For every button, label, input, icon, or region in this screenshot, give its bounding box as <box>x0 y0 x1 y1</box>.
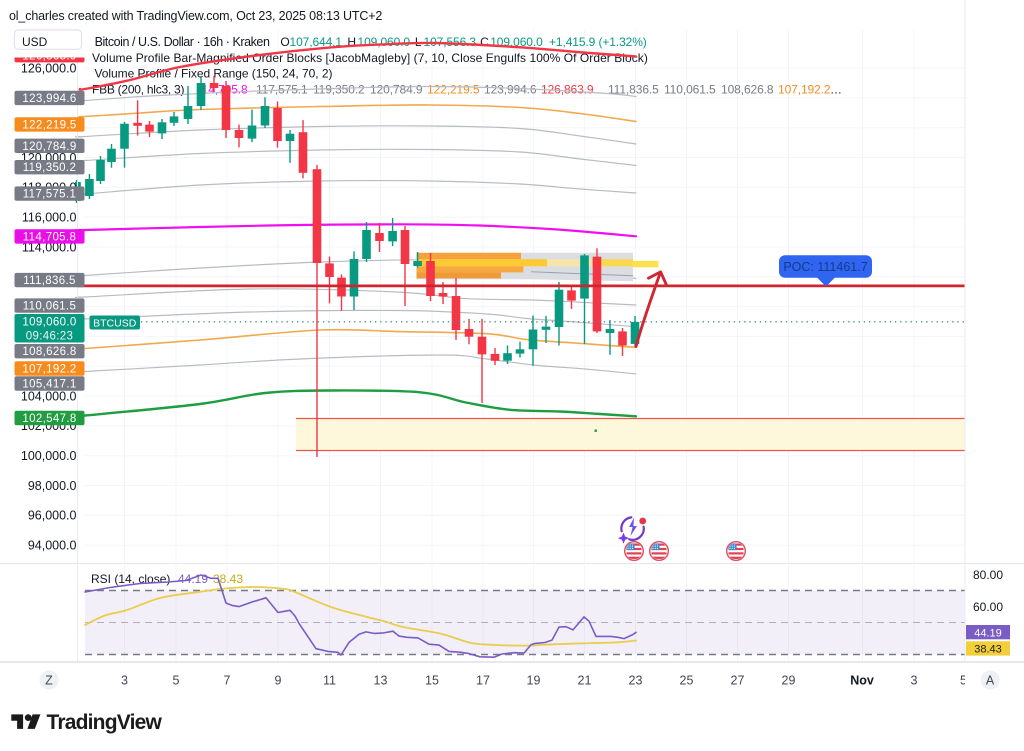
svg-text:38.43: 38.43 <box>974 644 1002 656</box>
svg-text:Bitcoin / U.S. Dollar · 16h ·: Bitcoin / U.S. Dollar · 16h · Kraken <box>95 35 270 49</box>
svg-text:110,061.5: 110,061.5 <box>23 301 76 313</box>
svg-text:…: … <box>830 82 842 96</box>
svg-text:104,000.0: 104,000.0 <box>21 389 77 403</box>
svg-text:105,417.1: 105,417.1 <box>22 379 76 391</box>
svg-text:123,994.6: 123,994.6 <box>22 93 76 105</box>
svg-text:111,836.5: 111,836.5 <box>608 82 659 96</box>
svg-text:Z: Z <box>45 674 53 688</box>
svg-text:23: 23 <box>629 674 643 688</box>
svg-text:TradingView: TradingView <box>47 711 163 734</box>
svg-text:9: 9 <box>275 674 282 688</box>
svg-text:110,061.5: 110,061.5 <box>664 82 716 96</box>
svg-text:09:46:23: 09:46:23 <box>26 330 74 342</box>
svg-text:117,575.1: 117,575.1 <box>256 82 308 96</box>
svg-text:107,192.2: 107,192.2 <box>778 82 831 96</box>
svg-text:96,000.0: 96,000.0 <box>28 509 77 523</box>
svg-text:USD: USD <box>22 35 48 49</box>
svg-text:117,575.1: 117,575.1 <box>23 189 76 201</box>
svg-text:120,784.9: 120,784.9 <box>370 82 423 96</box>
svg-text:5: 5 <box>173 674 180 688</box>
svg-text:27: 27 <box>731 674 745 688</box>
svg-text:107,556.3: 107,556.3 <box>424 35 477 49</box>
svg-text:15: 15 <box>425 674 439 688</box>
svg-text:44.19: 44.19 <box>178 572 208 586</box>
svg-text:RSI (14, close): RSI (14, close) <box>91 572 170 586</box>
svg-text:17: 17 <box>476 674 490 688</box>
svg-text:C: C <box>480 35 489 49</box>
svg-text:Nov: Nov <box>850 674 874 688</box>
svg-text:H: H <box>347 35 356 49</box>
svg-text:109,060.0: 109,060.0 <box>22 317 76 329</box>
svg-text:Volume Profile / Fixed Range (: Volume Profile / Fixed Range (150, 24, 7… <box>95 67 333 81</box>
svg-text:122,219.5: 122,219.5 <box>22 119 76 131</box>
svg-text:98,000.0: 98,000.0 <box>28 479 77 493</box>
svg-text:19: 19 <box>527 674 541 688</box>
svg-text:116,000.0: 116,000.0 <box>22 210 77 224</box>
svg-text:11: 11 <box>323 674 336 688</box>
svg-text:126,000.0: 126,000.0 <box>21 61 77 75</box>
svg-text:114,705.8: 114,705.8 <box>23 231 76 243</box>
svg-text:114,000.0: 114,000.0 <box>22 240 77 254</box>
svg-text:126,863.9: 126,863.9 <box>541 82 594 96</box>
svg-text:120,784.9: 120,784.9 <box>22 141 76 153</box>
svg-text:107,644.1: 107,644.1 <box>290 35 343 49</box>
svg-text:BTCUSD: BTCUSD <box>93 317 137 329</box>
svg-text:3: 3 <box>911 674 918 688</box>
svg-text:O: O <box>280 35 289 49</box>
svg-text:80.00: 80.00 <box>973 568 1003 582</box>
svg-text:108,626.8: 108,626.8 <box>22 346 76 358</box>
svg-text:3: 3 <box>121 674 128 688</box>
svg-text:5: 5 <box>960 674 967 688</box>
svg-text:A: A <box>986 674 995 688</box>
svg-text:FBB (200, hlc3, 3): FBB (200, hlc3, 3) <box>92 82 184 96</box>
svg-text:94,000.0: 94,000.0 <box>28 539 77 553</box>
svg-text:107,192.2: 107,192.2 <box>22 364 76 376</box>
svg-text:123,994.6: 123,994.6 <box>484 82 537 96</box>
svg-text:7: 7 <box>224 674 231 688</box>
svg-text:119,350.2: 119,350.2 <box>313 82 365 96</box>
svg-text:+1,415.9 (+1.32%): +1,415.9 (+1.32%) <box>549 35 647 49</box>
svg-text:38.43: 38.43 <box>213 572 243 586</box>
svg-text:ol_charles created with Tradin: ol_charles created with TradingView.com,… <box>9 9 382 23</box>
svg-text:60.00: 60.00 <box>973 600 1003 614</box>
svg-text:21: 21 <box>578 674 592 688</box>
svg-text:44.19: 44.19 <box>974 627 1002 639</box>
svg-text:13: 13 <box>374 674 388 688</box>
svg-text:119,350.2: 119,350.2 <box>23 162 76 174</box>
svg-text:111,836.5: 111,836.5 <box>23 275 76 287</box>
svg-text:109,060.0: 109,060.0 <box>358 35 411 49</box>
svg-text:29: 29 <box>782 674 796 688</box>
svg-text:102,547.8: 102,547.8 <box>22 413 76 425</box>
svg-text:Volume Profile Bar-Magnified O: Volume Profile Bar-Magnified Order Block… <box>92 51 648 65</box>
svg-text:POC: 111461.7: POC: 111461.7 <box>783 260 867 274</box>
svg-text:25: 25 <box>680 674 694 688</box>
svg-text:100,000.0: 100,000.0 <box>21 449 77 463</box>
svg-text:122,219.5: 122,219.5 <box>427 82 480 96</box>
svg-text:108,626.8: 108,626.8 <box>721 82 774 96</box>
